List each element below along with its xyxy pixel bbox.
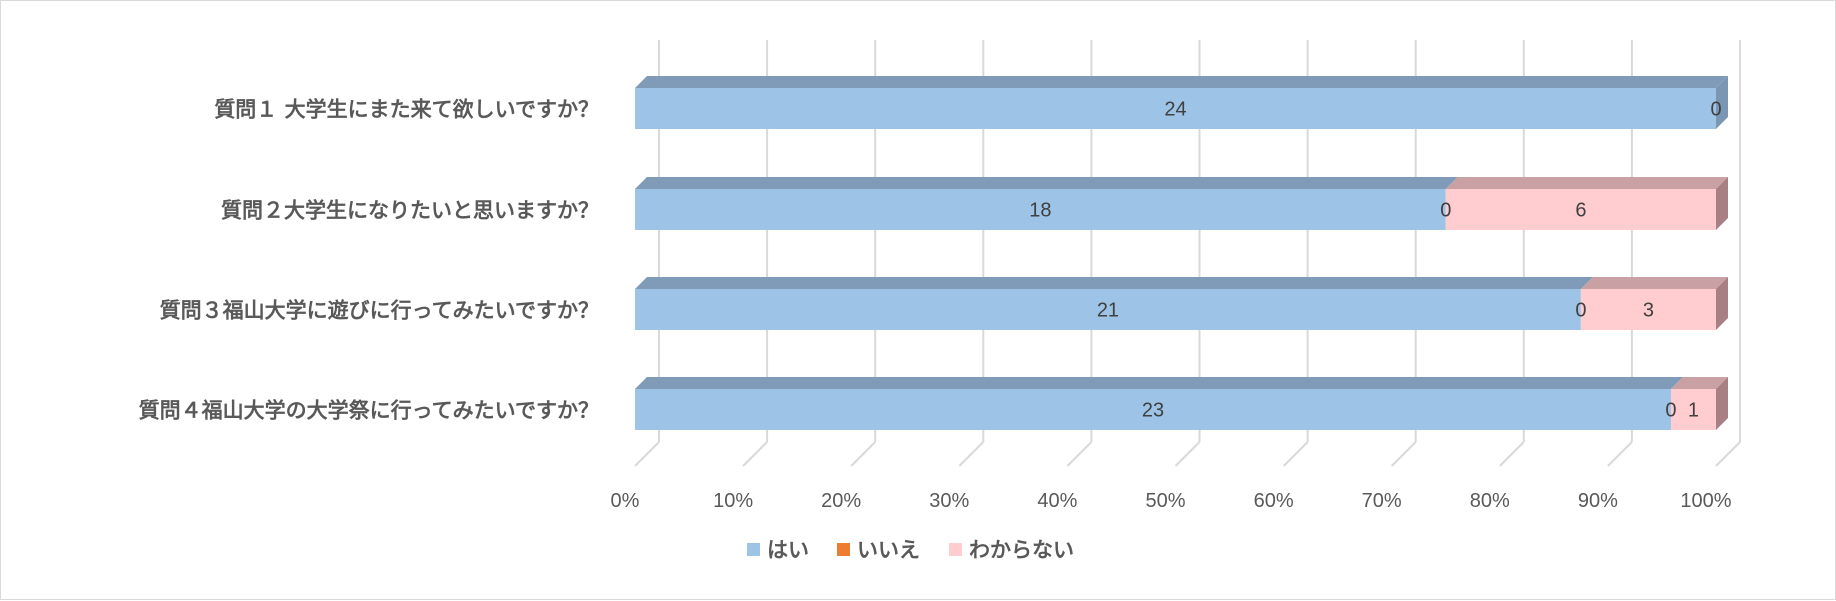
bar-side-face <box>1716 76 1728 129</box>
x-tick-label: 40% <box>1037 490 1077 512</box>
bar-top-2 <box>1445 177 1728 189</box>
gridline-floor <box>1174 441 1201 467</box>
category-label: 質問２大学生になりたいと思いますか？ <box>221 199 599 223</box>
x-tick-label: 70% <box>1362 490 1402 512</box>
legend: はい いいえ わからない <box>747 538 1074 562</box>
data-label: 24 <box>1164 99 1186 121</box>
x-tick-labels: 0% 10% 20% 30% 40% 50% 60% 70% 80% 90% 100% <box>611 490 1732 512</box>
data-label: 6 <box>1575 200 1586 222</box>
grid-floor-lines <box>634 441 1741 467</box>
bar-top-2 <box>1670 377 1728 389</box>
legend-label-2: わからない <box>969 538 1074 562</box>
gridline-floor <box>1715 441 1741 467</box>
data-label: 23 <box>1142 400 1164 422</box>
gridline-floor <box>742 441 768 467</box>
gridline-floor <box>1066 441 1093 467</box>
bar-side-face <box>1716 277 1728 330</box>
data-label: 0 <box>1575 300 1586 322</box>
x-tick-label: 60% <box>1254 490 1294 512</box>
data-labels: 24 018 0 621 0 323 0 1 <box>1029 99 1721 422</box>
data-label: 18 <box>1029 200 1051 222</box>
x-tick-label: 10% <box>713 490 753 512</box>
gridline-floor <box>1282 441 1309 467</box>
bar-top-0 <box>635 76 1728 88</box>
bar-segment-0 <box>635 189 1446 230</box>
gridline-floor <box>1390 441 1417 467</box>
category-label: 質問１ 大学生にまた来て欲しいですか？ <box>214 98 599 122</box>
bar-top-0 <box>635 177 1458 189</box>
gridline-floor <box>634 441 660 467</box>
data-label: 0 <box>1665 400 1676 422</box>
category-label: 質問４福山大学の大学祭に行ってみたいですか？ <box>139 399 599 423</box>
bar-segment-2 <box>1445 189 1716 230</box>
category-labels: 質問１ 大学生にまた来て欲しいですか？ 質問２大学生になりたいと思いますか？ 質問３… <box>139 98 599 423</box>
bar-side-face <box>1716 377 1728 430</box>
legend-label-0: はい <box>767 538 809 562</box>
gridline-floor <box>958 441 985 467</box>
bar-top-2 <box>1580 277 1728 289</box>
bar-segment-0 <box>635 88 1716 129</box>
category-label: 質問３福山大学に遊びに行ってみたいですか？ <box>160 299 599 323</box>
data-label: 0 <box>1710 99 1721 121</box>
gridline-floor <box>850 441 876 467</box>
legend-swatch-0 <box>747 543 760 556</box>
x-tick-label: 30% <box>929 490 969 512</box>
data-label: 3 <box>1643 300 1654 322</box>
legend-swatch-1 <box>837 543 850 556</box>
legend-swatch-2 <box>949 543 962 556</box>
data-label: 1 <box>1688 400 1699 422</box>
x-tick-label: 100% <box>1680 490 1731 512</box>
x-tick-label: 20% <box>821 490 861 512</box>
bar-segment-0 <box>635 289 1581 330</box>
data-label: 21 <box>1097 300 1119 322</box>
bar-segment-2 <box>1670 389 1716 430</box>
x-tick-label: 50% <box>1145 490 1185 512</box>
bar-side-face <box>1716 177 1728 230</box>
bar-segment-0 <box>635 389 1671 430</box>
data-label: 0 <box>1440 200 1451 222</box>
legend-label-1: いいえ <box>857 538 920 562</box>
x-tick-label: 90% <box>1578 490 1618 512</box>
bar-segment-2 <box>1580 289 1716 330</box>
gridline-floor <box>1607 441 1633 467</box>
x-tick-label: 80% <box>1470 490 1510 512</box>
bar-top-0 <box>635 377 1683 389</box>
gridline-floor <box>1499 441 1525 467</box>
x-tick-label: 0% <box>611 490 640 512</box>
bar-top-0 <box>635 277 1593 289</box>
bars-layer <box>635 76 1728 430</box>
